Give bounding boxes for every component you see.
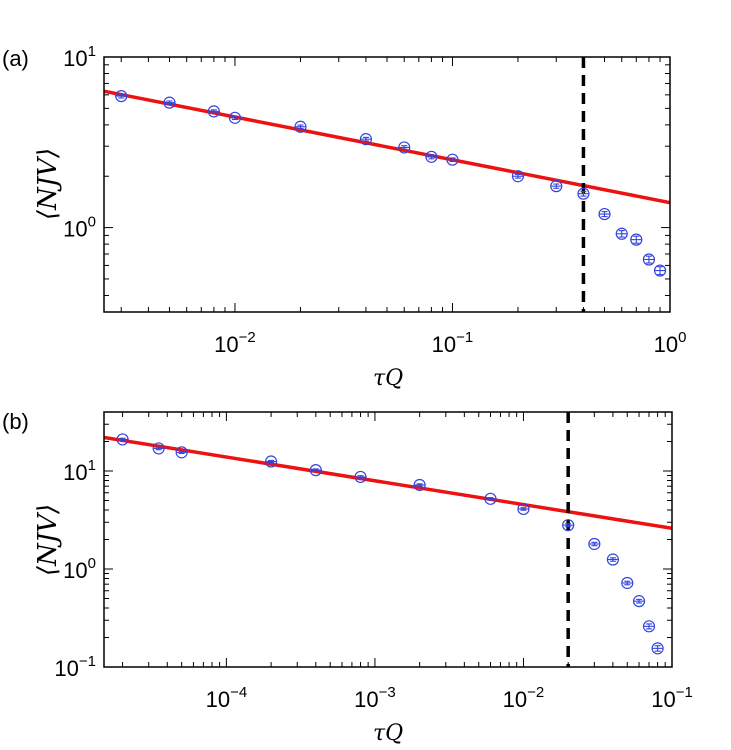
y-tick-label: 101 xyxy=(63,43,96,71)
data-point xyxy=(354,470,367,484)
x-tick-label: 10−2 xyxy=(214,329,256,357)
data-marker xyxy=(653,264,667,277)
panel-b-y-axis-label: ⟨NJV⟩ xyxy=(33,504,63,576)
data-marker xyxy=(484,492,497,505)
panel-a: (a) 10−2 10−1 100 100 101 τQ ⟨NJV⟩ xyxy=(2,43,686,391)
data-marker xyxy=(598,207,611,221)
x-tick-label: 10−1 xyxy=(432,329,474,357)
x-tick-label: 10−1 xyxy=(651,684,693,712)
data-marker xyxy=(425,150,438,163)
data-marker xyxy=(264,455,278,468)
y-tick-label: 101 xyxy=(63,457,96,485)
data-point xyxy=(359,133,373,146)
data-marker xyxy=(577,187,590,200)
x-tick-label: 100 xyxy=(654,329,687,357)
fit-line xyxy=(104,435,672,531)
data-marker xyxy=(642,253,656,266)
data-marker xyxy=(115,89,128,103)
data-point xyxy=(152,442,165,455)
data-marker xyxy=(615,227,628,240)
data-marker xyxy=(359,133,373,146)
panel-a-data-layer xyxy=(104,57,670,312)
y-axis-label-b: ⟨NJV⟩ xyxy=(33,504,63,576)
data-point xyxy=(511,170,525,183)
x-tick-label: 10−4 xyxy=(206,684,248,712)
panel-a-y-axis-label: ⟨NJV⟩ xyxy=(33,148,63,220)
data-marker xyxy=(309,464,322,477)
y-tick-label: 100 xyxy=(63,214,96,242)
data-point xyxy=(425,150,438,163)
panel-b-ticks-layer: 10−4 10−3 10−2 10−1 10−1 100 101 xyxy=(54,411,693,712)
data-point xyxy=(517,502,530,516)
data-point xyxy=(309,464,322,477)
data-marker xyxy=(163,96,176,109)
data-point xyxy=(577,187,590,200)
data-point xyxy=(228,111,242,124)
panel-b-x-axis-label: τQ xyxy=(373,721,403,746)
data-marker xyxy=(550,180,563,193)
data-point xyxy=(550,180,563,193)
data-point xyxy=(630,233,643,246)
data-marker xyxy=(116,433,129,446)
data-marker xyxy=(294,120,307,133)
x-axis-label-a: τQ xyxy=(373,366,403,391)
x-axis-label-b: τQ xyxy=(373,721,403,746)
data-point xyxy=(588,537,601,551)
fit-line xyxy=(104,89,670,205)
y-tick-label: 100 xyxy=(63,555,96,583)
data-marker xyxy=(398,141,411,154)
x-tick-label: 10−3 xyxy=(354,684,396,712)
data-marker xyxy=(511,170,525,183)
data-marker xyxy=(651,642,664,655)
data-marker xyxy=(354,470,367,484)
data-point xyxy=(115,89,128,103)
data-point xyxy=(484,492,497,505)
data-marker xyxy=(588,537,601,551)
data-point xyxy=(651,642,664,655)
data-point xyxy=(446,153,459,166)
data-point xyxy=(207,105,220,118)
data-marker xyxy=(606,553,619,566)
panel-a-x-axis-label: τQ xyxy=(373,366,403,391)
panel-b: (b) 10−4 10−3 10−2 10−1 10−1 100 101 τQ ⟨NJV⟩ xyxy=(2,409,693,746)
data-marker xyxy=(630,233,643,246)
data-marker xyxy=(621,576,634,590)
data-point xyxy=(413,478,426,492)
panel-b-data-layer xyxy=(104,412,672,667)
data-point xyxy=(632,595,646,608)
panel-label-a: (a) xyxy=(2,46,29,71)
panel-a-ticks-layer: 10−2 10−1 100 100 101 xyxy=(63,43,686,357)
data-point xyxy=(606,553,619,566)
data-marker xyxy=(632,595,646,608)
data-point xyxy=(163,96,176,109)
x-tick-label: 10−2 xyxy=(503,684,545,712)
data-point xyxy=(653,264,667,277)
data-point xyxy=(294,120,307,133)
data-marker xyxy=(562,519,575,532)
y-tick-label: 10−1 xyxy=(54,653,96,681)
panel-label-b: (b) xyxy=(2,409,29,434)
data-marker xyxy=(152,442,165,455)
data-marker xyxy=(446,153,459,166)
data-point xyxy=(398,141,411,154)
data-point xyxy=(642,620,656,633)
data-point xyxy=(116,433,129,446)
data-point xyxy=(615,227,628,240)
data-marker xyxy=(642,620,656,633)
data-point xyxy=(598,207,611,221)
data-point xyxy=(621,576,634,590)
data-point xyxy=(562,519,575,532)
data-point xyxy=(175,446,188,459)
data-marker xyxy=(517,502,530,516)
data-point xyxy=(264,455,278,468)
data-marker xyxy=(228,111,242,124)
data-marker xyxy=(413,478,426,492)
y-axis-label-a: ⟨NJV⟩ xyxy=(33,148,63,220)
data-point xyxy=(642,253,656,266)
data-marker xyxy=(175,446,188,459)
data-marker xyxy=(207,105,220,118)
